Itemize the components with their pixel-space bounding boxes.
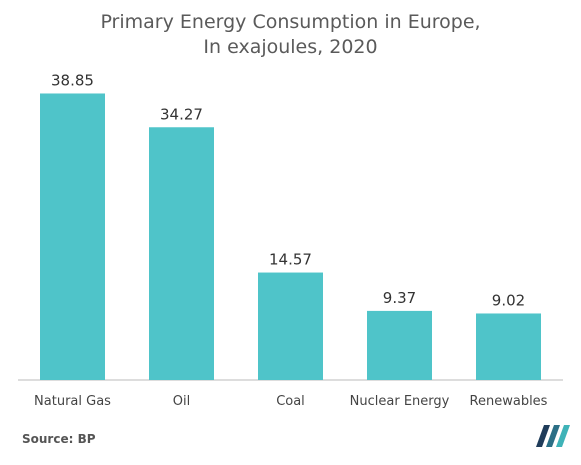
- chart-title: Primary Energy Consumption in Europe, In…: [0, 10, 581, 60]
- x-tick-label-4: Renewables: [470, 394, 548, 409]
- bar-3: [367, 310, 432, 380]
- bar-2: [258, 272, 323, 380]
- x-tick-label-2: Coal: [276, 394, 305, 409]
- bar-value-label-1: 34.27: [160, 105, 203, 123]
- x-tick-label-1: Oil: [173, 394, 190, 409]
- chart-title-line-2: In exajoules, 2020: [203, 36, 378, 58]
- bar-4: [476, 313, 541, 380]
- x-tick-label-0: Natural Gas: [34, 394, 111, 409]
- bar-0: [40, 93, 105, 380]
- bar-value-label-0: 38.85: [51, 71, 94, 89]
- bar-value-label-4: 9.02: [492, 291, 525, 309]
- x-tick-label-3: Nuclear Energy: [350, 394, 450, 409]
- bar-value-label-3: 9.37: [383, 289, 416, 307]
- chart-title-line-1: Primary Energy Consumption in Europe,: [100, 11, 481, 33]
- bar-1: [149, 127, 214, 380]
- bar-value-label-2: 14.57: [269, 251, 312, 269]
- source-note: Source: BP: [22, 432, 96, 446]
- brand-logo-icon: [536, 425, 570, 447]
